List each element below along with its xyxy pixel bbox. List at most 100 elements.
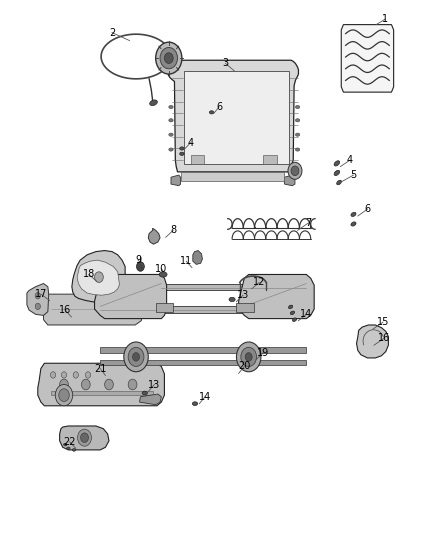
Ellipse shape: [142, 391, 148, 395]
Circle shape: [155, 42, 182, 74]
Polygon shape: [263, 155, 277, 164]
Polygon shape: [60, 426, 109, 450]
Polygon shape: [191, 155, 204, 164]
Text: 11: 11: [180, 256, 192, 266]
Ellipse shape: [67, 447, 70, 450]
Circle shape: [128, 379, 137, 390]
Ellipse shape: [289, 305, 293, 309]
Circle shape: [241, 348, 257, 367]
Text: 18: 18: [83, 270, 95, 279]
Circle shape: [245, 353, 252, 361]
Text: 15: 15: [377, 317, 389, 327]
Polygon shape: [171, 175, 180, 185]
Ellipse shape: [293, 318, 297, 321]
Circle shape: [105, 379, 113, 390]
Ellipse shape: [295, 106, 300, 109]
Polygon shape: [100, 360, 306, 365]
Circle shape: [35, 293, 40, 299]
Ellipse shape: [209, 111, 214, 114]
Ellipse shape: [180, 147, 184, 150]
Text: 6: 6: [364, 204, 371, 214]
Ellipse shape: [169, 133, 173, 136]
Polygon shape: [140, 394, 161, 405]
Ellipse shape: [169, 148, 173, 151]
Text: 14: 14: [199, 392, 211, 402]
Circle shape: [160, 47, 177, 69]
Ellipse shape: [64, 443, 67, 446]
Text: 13: 13: [237, 290, 249, 300]
Text: 3: 3: [223, 59, 229, 68]
Text: 20: 20: [238, 361, 251, 372]
Text: 14: 14: [300, 309, 312, 319]
Circle shape: [73, 372, 78, 378]
Text: 16: 16: [59, 305, 71, 315]
Polygon shape: [193, 251, 202, 264]
Polygon shape: [161, 284, 306, 290]
Polygon shape: [168, 60, 298, 172]
Text: 4: 4: [347, 155, 353, 165]
Ellipse shape: [334, 171, 340, 175]
Circle shape: [81, 379, 90, 390]
Circle shape: [137, 262, 145, 271]
Polygon shape: [341, 25, 394, 92]
Polygon shape: [155, 303, 173, 312]
Text: 22: 22: [64, 437, 76, 447]
Polygon shape: [72, 251, 125, 302]
Circle shape: [55, 384, 73, 406]
Ellipse shape: [180, 152, 184, 156]
Polygon shape: [77, 260, 120, 295]
Text: 10: 10: [155, 264, 167, 273]
Text: 19: 19: [258, 348, 270, 358]
Ellipse shape: [290, 311, 294, 314]
Polygon shape: [357, 325, 389, 358]
Ellipse shape: [159, 272, 167, 277]
Polygon shape: [237, 303, 254, 312]
Ellipse shape: [295, 148, 300, 151]
Polygon shape: [27, 284, 49, 316]
Circle shape: [35, 303, 40, 310]
Circle shape: [60, 379, 68, 390]
Ellipse shape: [337, 180, 342, 185]
Circle shape: [78, 429, 92, 446]
Circle shape: [133, 353, 140, 361]
Circle shape: [164, 53, 173, 63]
Text: 21: 21: [94, 364, 106, 374]
Polygon shape: [285, 175, 295, 185]
Circle shape: [85, 372, 91, 378]
Text: 4: 4: [187, 138, 194, 148]
Ellipse shape: [295, 133, 300, 136]
Polygon shape: [148, 228, 160, 244]
Circle shape: [128, 348, 144, 367]
Polygon shape: [184, 71, 289, 165]
Circle shape: [237, 342, 261, 372]
Ellipse shape: [351, 212, 356, 216]
Ellipse shape: [169, 106, 173, 109]
Text: 9: 9: [135, 255, 141, 265]
Circle shape: [291, 166, 299, 175]
Ellipse shape: [351, 222, 356, 226]
Ellipse shape: [295, 119, 300, 122]
Text: 13: 13: [148, 379, 160, 390]
Circle shape: [81, 433, 88, 442]
Text: 2: 2: [109, 28, 115, 38]
Text: 8: 8: [170, 225, 176, 236]
Text: 5: 5: [350, 170, 357, 180]
Polygon shape: [95, 274, 166, 319]
Polygon shape: [100, 348, 306, 353]
Circle shape: [61, 372, 67, 378]
Text: 12: 12: [253, 278, 265, 287]
Text: 7: 7: [305, 218, 311, 228]
Circle shape: [124, 342, 148, 372]
Circle shape: [95, 272, 103, 282]
Polygon shape: [239, 274, 314, 319]
Text: 17: 17: [35, 289, 47, 299]
Polygon shape: [51, 391, 152, 395]
Text: 1: 1: [382, 14, 388, 25]
Ellipse shape: [334, 161, 340, 166]
Polygon shape: [100, 306, 244, 313]
Ellipse shape: [72, 449, 76, 451]
Ellipse shape: [169, 119, 173, 122]
Text: 16: 16: [378, 333, 390, 343]
Text: 6: 6: [216, 102, 222, 112]
Ellipse shape: [229, 297, 235, 302]
